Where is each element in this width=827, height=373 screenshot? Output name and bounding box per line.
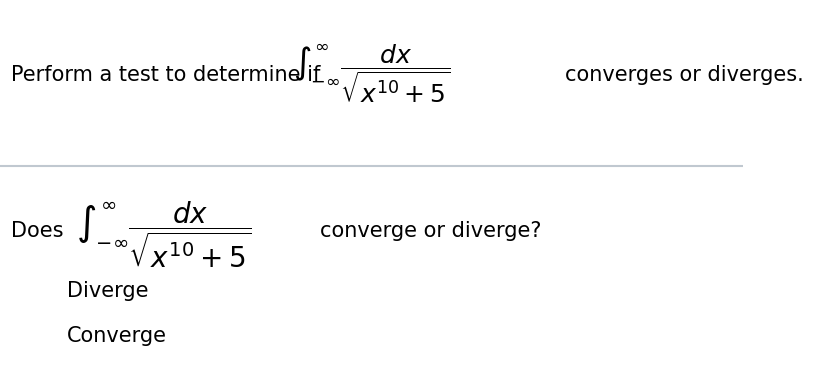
Text: $\int_{-\infty}^{\infty} \dfrac{dx}{\sqrt{x^{10}+5}}$: $\int_{-\infty}^{\infty} \dfrac{dx}{\sqr… xyxy=(76,200,251,270)
Text: Converge: Converge xyxy=(67,326,167,346)
Text: $\int_{-\infty}^{\infty} \dfrac{dx}{\sqrt{x^{10}+5}}$: $\int_{-\infty}^{\infty} \dfrac{dx}{\sqr… xyxy=(293,43,450,106)
Text: Perform a test to determine if: Perform a test to determine if xyxy=(11,65,320,85)
Text: converge or diverge?: converge or diverge? xyxy=(319,221,541,241)
Text: Diverge: Diverge xyxy=(67,281,148,301)
Text: Does: Does xyxy=(11,221,64,241)
Text: converges or diverges.: converges or diverges. xyxy=(564,65,803,85)
